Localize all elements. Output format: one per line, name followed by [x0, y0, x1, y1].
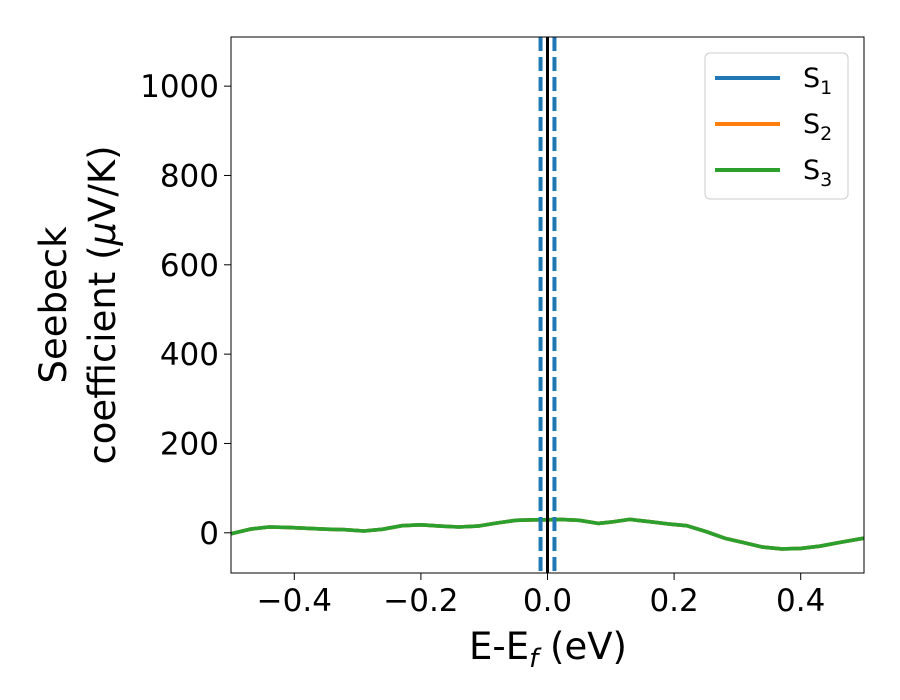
legend-label-3: S3 [803, 155, 832, 191]
legend-label-2: S2 [803, 109, 832, 145]
plot-content [231, 37, 864, 573]
legend-label-1: S1 [803, 63, 832, 99]
y-tick-label: 200 [160, 426, 219, 462]
y-axis-title: Seebeck coefficient (μV/K) [32, 145, 124, 464]
y-axis-title-line2: coefficient (μV/K) [81, 145, 124, 464]
y-axis-ticks: 0 200 400 600 800 1000 [140, 69, 231, 552]
y-tick-label: 800 [160, 158, 219, 194]
y-tick-label: 1000 [140, 69, 219, 105]
y-tick-label: 0 [199, 516, 219, 552]
x-tick-label: −0.2 [383, 583, 458, 619]
y-axis-title-line1: Seebeck [32, 226, 75, 384]
vertical-lines [538, 37, 557, 573]
y-tick-label: 600 [160, 248, 219, 284]
x-tick-label: 0.2 [649, 583, 698, 619]
x-tick-label: −0.4 [257, 583, 332, 619]
x-tick-label: 0.0 [523, 583, 572, 619]
y-tick-label: 400 [160, 337, 219, 373]
legend: S1 S2 S3 [704, 52, 849, 200]
x-tick-label: 0.4 [776, 583, 825, 619]
x-axis-title: E-Ef (eV) [469, 625, 627, 674]
x-axis-ticks: −0.4 −0.2 0.0 0.2 0.4 [257, 573, 825, 619]
